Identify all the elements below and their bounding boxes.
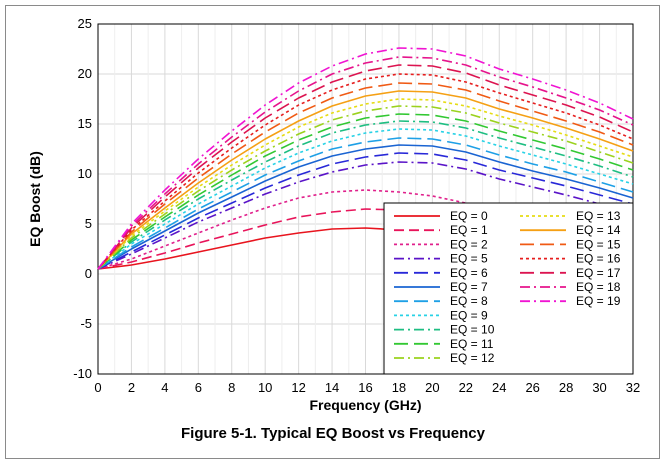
series-line-eq-12 xyxy=(97,105,634,270)
y-tick-label: 5 xyxy=(85,216,92,231)
series-line-eq-13 xyxy=(97,98,634,270)
series-line-eq-2 xyxy=(97,189,466,270)
legend-label: EQ = 6 xyxy=(450,266,488,280)
legend: EQ = 0EQ = 1EQ = 2EQ = 5EQ = 6EQ = 7EQ =… xyxy=(383,202,634,375)
legend-label: EQ = 10 xyxy=(450,323,495,337)
legend-label: EQ = 19 xyxy=(576,294,621,308)
legend-label: EQ = 0 xyxy=(450,209,488,223)
legend-label: EQ = 8 xyxy=(450,294,488,308)
x-tick-label: 2 xyxy=(128,380,135,395)
x-tick-label: 12 xyxy=(291,380,305,395)
legend-label: EQ = 18 xyxy=(576,280,621,294)
legend-label: EQ = 13 xyxy=(576,209,621,223)
series-line-eq-16 xyxy=(97,73,634,270)
series-line-eq-19 xyxy=(97,47,634,270)
x-tick-label: 6 xyxy=(195,380,202,395)
x-tick-label: 0 xyxy=(94,380,101,395)
x-tick-label: 26 xyxy=(525,380,539,395)
series-line-eq-7 xyxy=(97,144,634,270)
legend-label: EQ = 7 xyxy=(450,280,488,294)
x-tick-label: 30 xyxy=(592,380,606,395)
y-tick-label: 25 xyxy=(78,16,92,31)
x-axis-title: Frequency (GHz) xyxy=(309,397,421,413)
y-tick-label: -10 xyxy=(73,366,92,381)
y-axis-title: EQ Boost (dB) xyxy=(27,151,43,247)
series-line-eq-10 xyxy=(97,120,634,270)
y-tick-label: 0 xyxy=(85,266,92,281)
legend-box xyxy=(383,202,634,375)
legend-label: EQ = 5 xyxy=(450,252,488,266)
series-line-eq-9 xyxy=(97,128,634,270)
series-line-eq-5 xyxy=(97,161,634,270)
legend-label: EQ = 17 xyxy=(576,266,621,280)
series-lines xyxy=(97,47,634,270)
legend-label: EQ = 12 xyxy=(450,351,495,365)
x-tick-label: 20 xyxy=(425,380,439,395)
figure-frame: 0 2 4 6 8 10 12 14 16 18 20 22 24 26 28 30 32 -10 -5 0 5 10 15… xyxy=(5,5,660,459)
series-line-eq-8 xyxy=(97,137,634,270)
y-tick-label: 20 xyxy=(78,66,92,81)
x-tick-label: 22 xyxy=(459,380,473,395)
x-tick-label: 4 xyxy=(161,380,168,395)
legend-label: EQ = 2 xyxy=(450,237,488,251)
tick-labels: 0 2 4 6 8 10 12 14 16 18 20 22 24 26 28 30 32-10-5051015… xyxy=(73,16,640,395)
eq-boost-chart: 0 2 4 6 8 10 12 14 16 18 20 22 24 26 28 30 32-10-5051015… xyxy=(27,16,640,442)
figure-caption: Figure 5-1. Typical EQ Boost vs Frequenc… xyxy=(181,425,486,442)
x-tick-label: 16 xyxy=(358,380,372,395)
y-tick-label: -5 xyxy=(80,316,92,331)
x-tick-label: 28 xyxy=(559,380,573,395)
legend-label: EQ = 9 xyxy=(450,308,488,322)
legend-label: EQ = 16 xyxy=(576,252,621,266)
legend-label: EQ = 15 xyxy=(576,237,621,251)
series-line-eq-14 xyxy=(97,90,634,270)
series-line-eq-17 xyxy=(97,64,634,270)
x-tick-label: 14 xyxy=(325,380,339,395)
series-line-eq-1 xyxy=(97,208,466,270)
series-line-eq-15 xyxy=(97,82,634,270)
y-tick-label: 10 xyxy=(78,166,92,181)
x-tick-label: 10 xyxy=(258,380,272,395)
y-tick-label: 15 xyxy=(78,116,92,131)
x-tick-label: 32 xyxy=(626,380,640,395)
series-line-eq-18 xyxy=(97,56,634,270)
series-line-eq-11 xyxy=(97,113,634,270)
x-tick-label: 18 xyxy=(392,380,406,395)
legend-label: EQ = 11 xyxy=(450,337,494,351)
legend-label: EQ = 1 xyxy=(450,223,488,237)
series-line-eq-6 xyxy=(97,152,634,270)
x-tick-label: 8 xyxy=(228,380,235,395)
plot-border xyxy=(97,23,634,375)
x-tick-label: 24 xyxy=(492,380,506,395)
legend-label: EQ = 14 xyxy=(576,223,621,237)
